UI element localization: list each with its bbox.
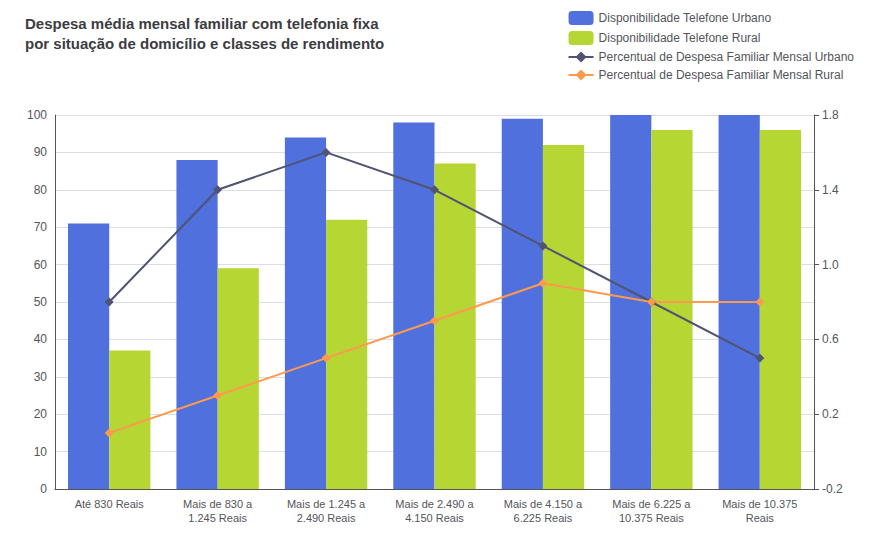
svg-text:por situação de domicílio e cl: por situação de domicílio e classes de r… — [25, 35, 384, 52]
svg-text:6.225 Reais: 6.225 Reais — [514, 512, 573, 524]
svg-text:Disponibilidade Telefone Urban: Disponibilidade Telefone Urbano — [599, 11, 772, 25]
svg-text:Mais de 2.490 a: Mais de 2.490 a — [395, 498, 474, 510]
svg-text:Mais de 1.245 a: Mais de 1.245 a — [287, 498, 366, 510]
svg-text:0.2: 0.2 — [822, 407, 839, 421]
svg-text:1.0: 1.0 — [822, 258, 839, 272]
svg-text:Percentual de Despesa Familiar: Percentual de Despesa Familiar Mensal Ru… — [599, 68, 844, 82]
svg-text:1.8: 1.8 — [822, 108, 839, 122]
svg-text:Percentual de Despesa Familiar: Percentual de Despesa Familiar Mensal Ur… — [599, 50, 855, 64]
svg-text:Mais de 6.225 a: Mais de 6.225 a — [612, 498, 691, 510]
svg-text:60: 60 — [34, 258, 48, 272]
svg-text:50: 50 — [34, 295, 48, 309]
svg-text:100: 100 — [27, 108, 47, 122]
svg-text:2.490 Reais: 2.490 Reais — [297, 512, 356, 524]
svg-text:Disponibilidade Telefone Rural: Disponibilidade Telefone Rural — [599, 31, 761, 45]
svg-text:Mais de 10.375: Mais de 10.375 — [722, 498, 797, 510]
svg-text:70: 70 — [34, 220, 48, 234]
svg-text:1.4: 1.4 — [822, 183, 839, 197]
svg-text:Despesa média mensal familiar: Despesa média mensal familiar com telefo… — [25, 15, 379, 32]
svg-text:4.150 Reais: 4.150 Reais — [405, 512, 464, 524]
svg-text:10.375 Reais: 10.375 Reais — [619, 512, 684, 524]
svg-text:Mais de 830 a: Mais de 830 a — [183, 498, 253, 510]
svg-text:1.245 Reais: 1.245 Reais — [188, 512, 247, 524]
svg-text:40: 40 — [34, 332, 48, 346]
svg-text:0: 0 — [40, 482, 47, 496]
svg-text:Até 830 Reais: Até 830 Reais — [75, 498, 145, 510]
svg-text:80: 80 — [34, 183, 48, 197]
svg-text:-0.2: -0.2 — [822, 482, 843, 496]
svg-text:Reais: Reais — [746, 512, 775, 524]
svg-text:Mais de 4.150 a: Mais de 4.150 a — [504, 498, 583, 510]
svg-text:10: 10 — [34, 445, 48, 459]
svg-text:0.6: 0.6 — [822, 332, 839, 346]
svg-text:30: 30 — [34, 370, 48, 384]
svg-text:90: 90 — [34, 145, 48, 159]
svg-text:20: 20 — [34, 407, 48, 421]
